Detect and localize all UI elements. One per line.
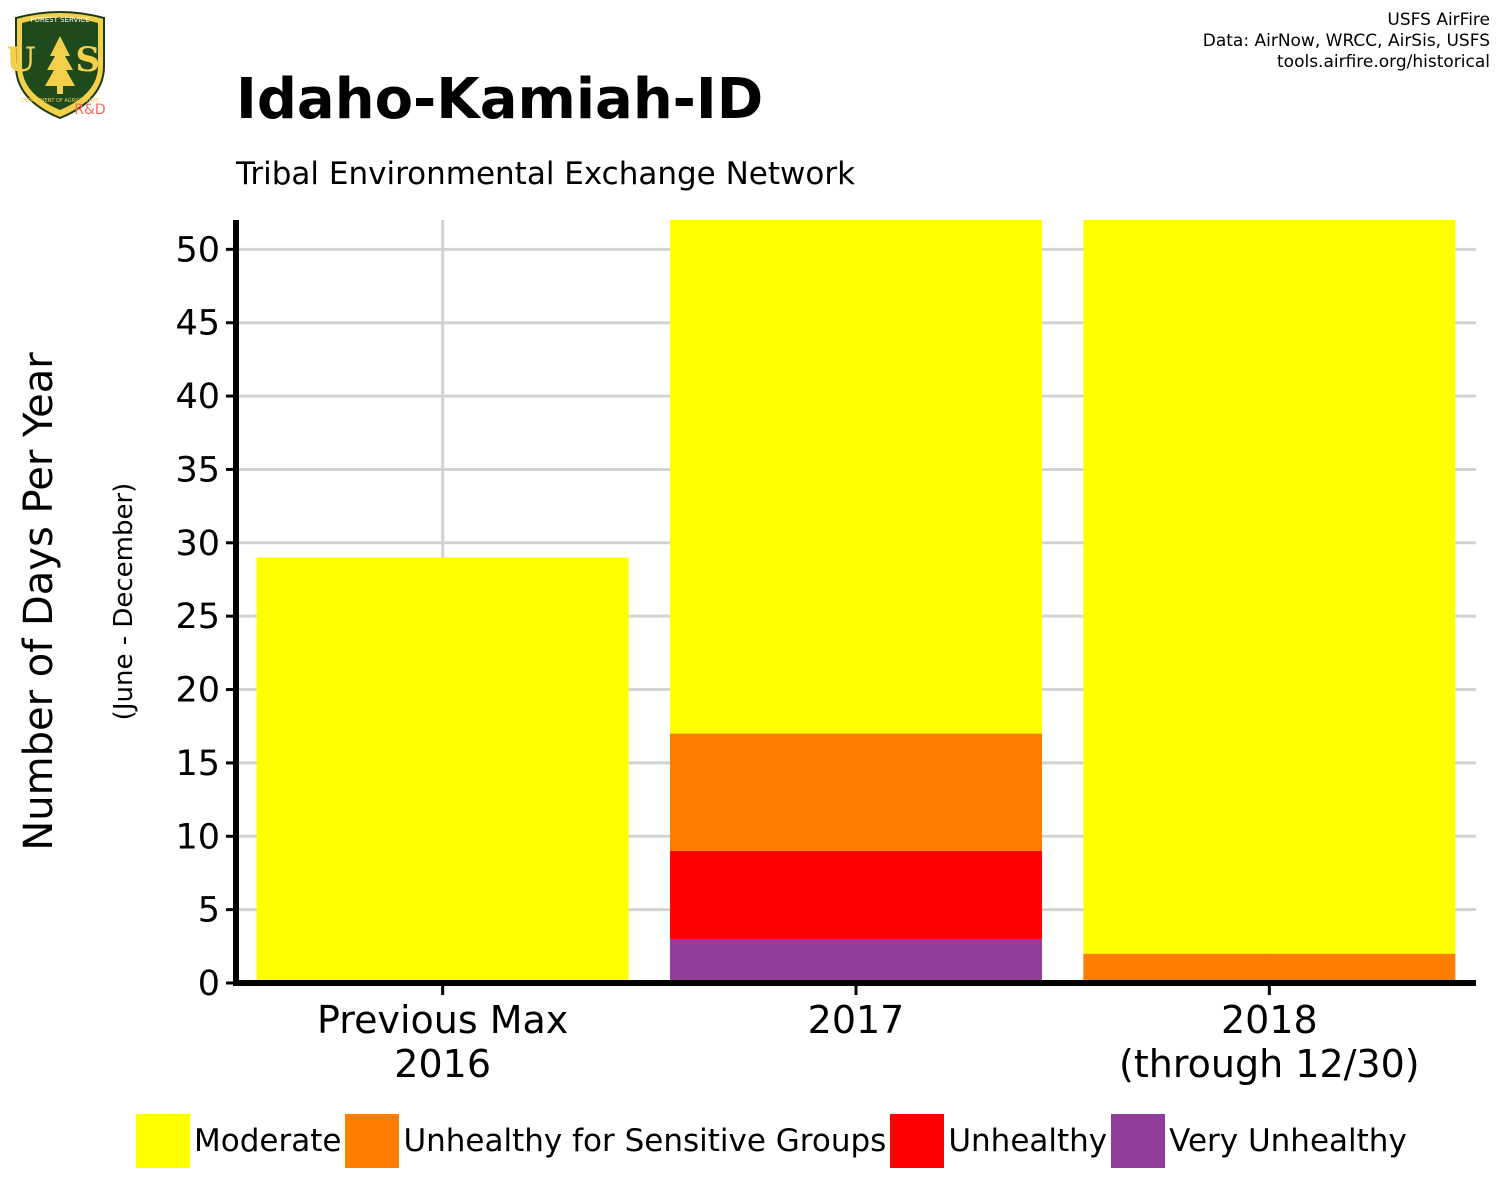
credit-source: USFS AirFire xyxy=(1387,10,1490,30)
legend-swatch xyxy=(890,1114,945,1168)
legend-label: Very Unhealthy xyxy=(1169,1123,1407,1159)
y-tick-label: 5 xyxy=(198,891,220,931)
y-tick-label: 35 xyxy=(175,450,220,490)
chart-title: Idaho-Kamiah-ID xyxy=(236,67,764,132)
y-tick-label: 25 xyxy=(175,597,220,637)
bar-segment xyxy=(1083,220,1456,954)
credit-url: tools.airfire.org/historical xyxy=(1277,52,1490,72)
y-tick-label: 0 xyxy=(198,964,220,1004)
bar-segment xyxy=(670,220,1042,734)
usfs-logo: FOREST SERVICE U S DEPARTMENT OF AGRICUL… xyxy=(6,8,112,120)
bar-segment xyxy=(670,938,1042,983)
legend-item: Unhealthy for Sensitive Groups xyxy=(345,1114,886,1168)
y-tick-label: 45 xyxy=(175,304,220,344)
x-tick-label: 2018 xyxy=(1221,998,1318,1042)
legend-swatch xyxy=(345,1114,400,1168)
legend: Moderate Unhealthy for Sensitive Groups Un… xyxy=(136,1114,1411,1168)
legend-item: Very Unhealthy xyxy=(1111,1114,1407,1168)
legend-swatch xyxy=(136,1114,190,1168)
x-tick-label: Previous Max xyxy=(317,998,568,1042)
credits: USFS AirFire Data: AirNow, WRCC, AirSis,… xyxy=(1203,10,1490,73)
credit-data: Data: AirNow, WRCC, AirSis, USFS xyxy=(1202,31,1490,51)
legend-swatch xyxy=(1111,1114,1166,1168)
y-tick-label: 10 xyxy=(175,817,220,857)
legend-label: Moderate xyxy=(194,1123,342,1159)
usfs-shield-icon: FOREST SERVICE U S DEPARTMENT OF AGRICUL… xyxy=(6,11,106,120)
y-axis-title: Number of Days Per Year xyxy=(16,352,62,851)
y-tick-label: 20 xyxy=(175,671,220,711)
y-tick-label: 15 xyxy=(175,744,220,784)
bar-segment xyxy=(1083,953,1456,983)
y-tick-label: 50 xyxy=(175,230,220,270)
x-tick-label: 2017 xyxy=(808,998,905,1042)
logo-top-text: FOREST SERVICE xyxy=(30,16,89,24)
bar-segment xyxy=(670,733,1042,851)
legend-label: Unhealthy xyxy=(948,1123,1108,1159)
y-axis-subtitle: (June - December) xyxy=(109,483,139,721)
bar-segment xyxy=(670,850,1042,939)
x-tick-label: (through 12/30) xyxy=(1119,1042,1420,1086)
legend-item: Unhealthy xyxy=(890,1114,1107,1168)
rd-badge: R&D xyxy=(74,102,105,118)
legend-item: Moderate xyxy=(136,1114,341,1168)
chart-subtitle: Tribal Environmental Exchange Network xyxy=(236,156,856,192)
logo-bottom-text: DEPARTMENT OF AGRICULTURE xyxy=(21,98,99,104)
legend-label: Unhealthy for Sensitive Groups xyxy=(403,1123,887,1159)
y-tick-label: 40 xyxy=(175,377,220,417)
x-tick-label: 2016 xyxy=(394,1042,491,1086)
y-tick-label: 30 xyxy=(175,524,220,564)
bar-segment xyxy=(256,557,629,983)
